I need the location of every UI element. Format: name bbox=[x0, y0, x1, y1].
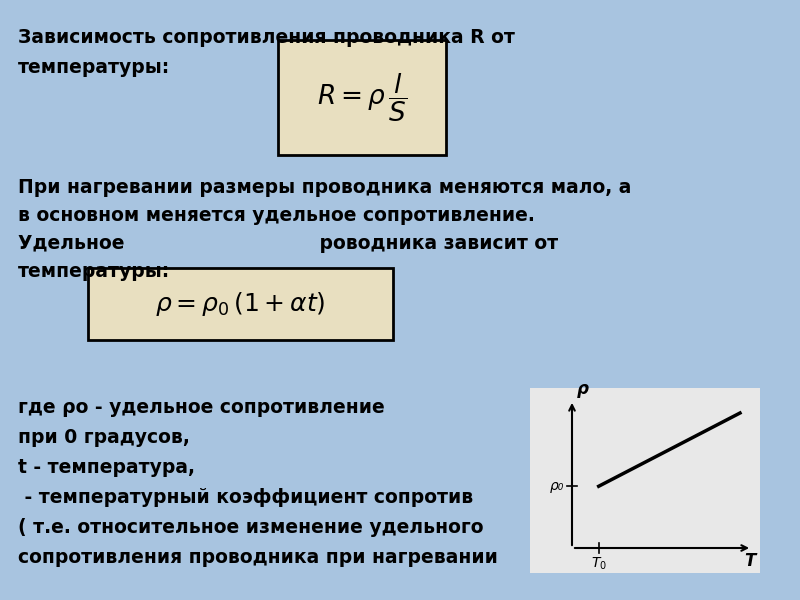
Text: $T_0$: $T_0$ bbox=[590, 556, 606, 572]
Text: ρ₀: ρ₀ bbox=[550, 479, 564, 493]
Text: при 0 градусов,: при 0 градусов, bbox=[18, 428, 190, 447]
FancyBboxPatch shape bbox=[88, 268, 393, 340]
Text: температуры:: температуры: bbox=[18, 58, 170, 77]
FancyBboxPatch shape bbox=[530, 388, 760, 573]
Text: При нагревании размеры проводника меняются мало, а: При нагревании размеры проводника меняют… bbox=[18, 178, 631, 197]
Text: $R = \rho\,\dfrac{l}{S}$: $R = \rho\,\dfrac{l}{S}$ bbox=[317, 71, 407, 124]
Text: температуры:: температуры: bbox=[18, 262, 170, 281]
Text: T: T bbox=[745, 552, 756, 570]
FancyBboxPatch shape bbox=[278, 40, 446, 155]
Text: t - температура,: t - температура, bbox=[18, 458, 195, 477]
Text: сопротивления проводника при нагревании: сопротивления проводника при нагревании bbox=[18, 548, 498, 567]
Text: Зависимость сопротивления проводника R от: Зависимость сопротивления проводника R о… bbox=[18, 28, 515, 47]
Text: - температурный коэффициент сопротив: - температурный коэффициент сопротив bbox=[18, 488, 474, 507]
Text: в основном меняется удельное сопротивление.: в основном меняется удельное сопротивлен… bbox=[18, 206, 535, 225]
Text: где ρо - удельное сопротивление: где ρо - удельное сопротивление bbox=[18, 398, 385, 417]
Text: $\rho = \rho_0\,(1 + \alpha t)$: $\rho = \rho_0\,(1 + \alpha t)$ bbox=[155, 290, 326, 318]
Text: ρ: ρ bbox=[577, 380, 589, 398]
Text: Удельное                              роводника зависит от: Удельное роводника зависит от bbox=[18, 234, 558, 253]
Text: ( т.е. относительное изменение удельного: ( т.е. относительное изменение удельного bbox=[18, 518, 483, 537]
